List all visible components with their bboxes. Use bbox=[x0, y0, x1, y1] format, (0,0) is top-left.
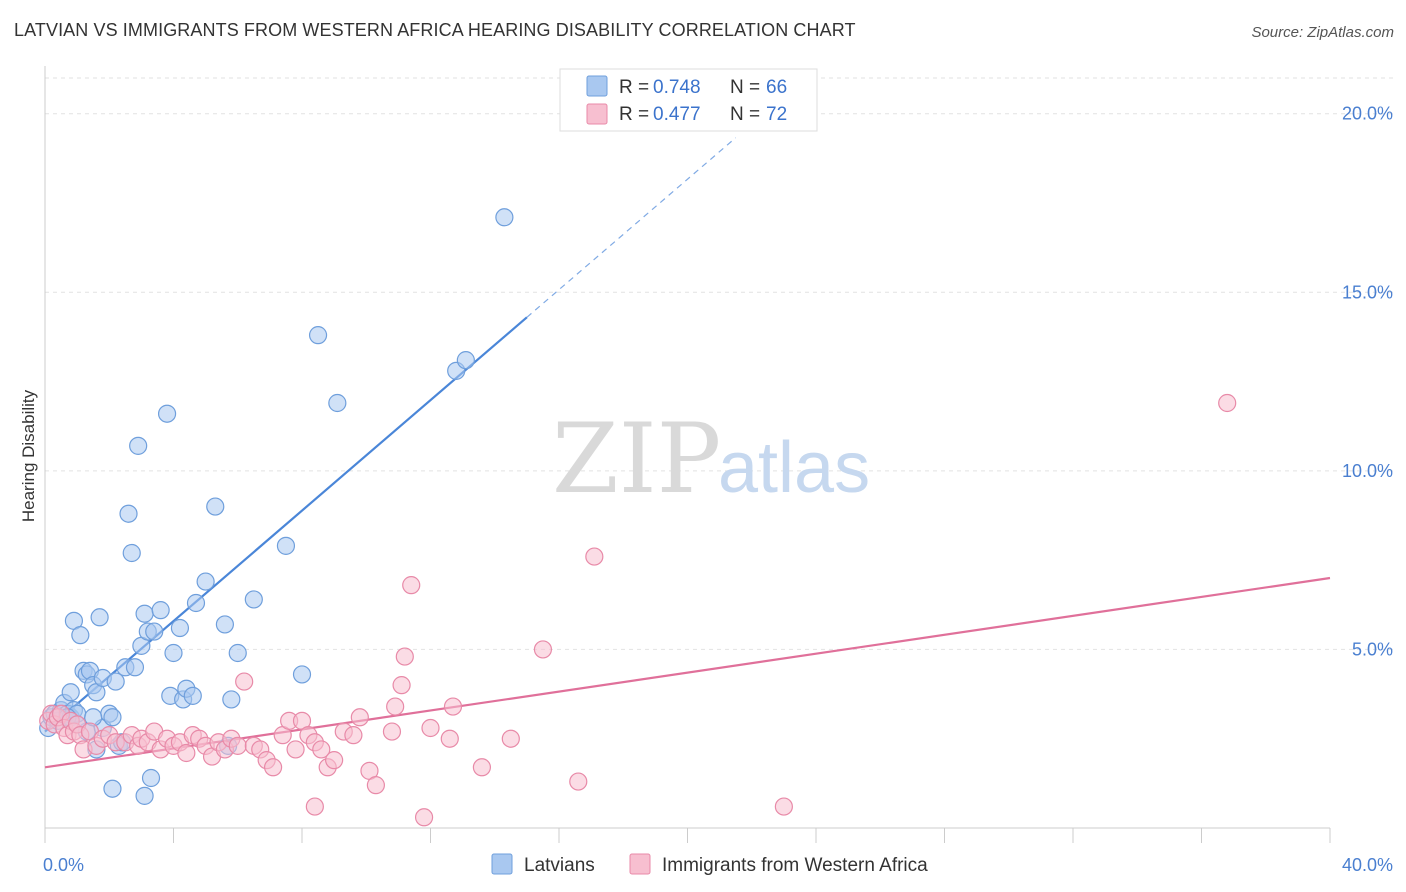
latvians-point bbox=[170, 618, 190, 638]
y-tick-labels: 5.0% 10.0% 15.0% 20.0% bbox=[1342, 104, 1393, 660]
legend-r-label-2: R = bbox=[619, 104, 649, 125]
latvians-point bbox=[244, 590, 263, 609]
latvians-point bbox=[206, 497, 225, 516]
latvians-point bbox=[196, 572, 215, 591]
latvians-point bbox=[135, 604, 154, 623]
latvians-point bbox=[308, 326, 328, 345]
immigrants-point bbox=[392, 676, 411, 695]
immigrants-point bbox=[263, 758, 283, 777]
immigrants-point bbox=[501, 729, 520, 748]
y-tick-label: 10.0% bbox=[1342, 461, 1393, 481]
latvians-point bbox=[141, 768, 161, 788]
legend-swatch-latvians bbox=[586, 75, 608, 97]
immigrants-point bbox=[177, 743, 196, 763]
legend-swatch-immigrants bbox=[586, 103, 608, 125]
legend-r-value-1: 0.748 bbox=[653, 77, 701, 98]
legend-n-label-1: N = bbox=[730, 77, 760, 98]
latvians-point bbox=[328, 393, 347, 413]
latvians-point bbox=[183, 686, 202, 705]
latvians-point bbox=[495, 208, 514, 227]
immigrants-point bbox=[472, 758, 491, 777]
latvians-point bbox=[103, 708, 122, 727]
immigrants-point bbox=[312, 740, 331, 759]
immigrants-point bbox=[443, 697, 463, 716]
legend-n-value-2: 72 bbox=[766, 104, 787, 125]
immigrants-point bbox=[402, 576, 421, 595]
latvians-point bbox=[276, 536, 296, 555]
immigrants-trend-line bbox=[44, 576, 1331, 769]
immigrants-point bbox=[350, 708, 369, 727]
immigrants-point bbox=[569, 772, 588, 791]
immigrants-point bbox=[305, 797, 324, 816]
immigrants-point bbox=[421, 718, 440, 738]
latvians-point bbox=[106, 672, 125, 691]
immigrants-point bbox=[774, 797, 793, 816]
series-legend-swatch-immigrants bbox=[629, 853, 651, 875]
latvians-point bbox=[151, 601, 170, 620]
immigrants-point bbox=[228, 736, 247, 755]
latvians-point bbox=[129, 436, 148, 455]
latvians-point bbox=[90, 608, 109, 627]
latvians-point bbox=[222, 690, 241, 709]
data-points bbox=[39, 208, 1237, 827]
latvians-point bbox=[186, 593, 206, 613]
latvians-point bbox=[71, 626, 90, 645]
latvians-point bbox=[125, 658, 145, 677]
latvians-point bbox=[164, 643, 183, 663]
immigrants-point bbox=[585, 547, 604, 566]
immigrants-point bbox=[366, 776, 385, 795]
watermark-zip: ZIP bbox=[552, 403, 721, 515]
latvians-point bbox=[145, 622, 164, 641]
y-axis-label: Hearing Disability bbox=[19, 389, 38, 522]
x-tick-label-min: 0.0% bbox=[43, 855, 84, 875]
latvians-point bbox=[228, 643, 247, 663]
watermark-atlas: atlas bbox=[718, 428, 870, 508]
immigrants-point bbox=[325, 751, 344, 770]
source-label: Source: ZipAtlas.com bbox=[1251, 24, 1394, 41]
legend-r-label-1: R = bbox=[619, 77, 649, 98]
latvians-point bbox=[215, 615, 234, 634]
latvians-point bbox=[119, 504, 138, 523]
latvians-point bbox=[122, 543, 141, 563]
immigrants-point bbox=[344, 726, 363, 745]
series-legend-immigrants: Immigrants from Western Africa bbox=[662, 855, 928, 876]
latvians-point bbox=[61, 683, 80, 702]
series-legend-latvians: Latvians bbox=[524, 855, 595, 876]
immigrants-point bbox=[286, 740, 305, 759]
latvians-point bbox=[292, 665, 312, 684]
x-tick-label-max: 40.0% bbox=[1342, 855, 1393, 875]
y-tick-label: 15.0% bbox=[1342, 282, 1393, 302]
latvians-trend-extension bbox=[526, 137, 737, 318]
watermark: ZIP atlas bbox=[552, 403, 870, 515]
immigrants-point bbox=[382, 722, 402, 741]
legend-r-value-2: 0.477 bbox=[653, 104, 701, 125]
series-legend: Latvians Immigrants from Western Africa bbox=[491, 853, 928, 876]
latvians-point bbox=[456, 351, 475, 370]
immigrants-point bbox=[235, 672, 254, 691]
y-tick-label: 20.0% bbox=[1342, 104, 1393, 124]
series-legend-swatch-latvians bbox=[491, 853, 513, 875]
stats-legend: R = 0.748 N = 66 R = 0.477 N = 72 bbox=[559, 68, 818, 132]
immigrants-point bbox=[395, 647, 414, 666]
chart-title: LATVIAN VS IMMIGRANTS FROM WESTERN AFRIC… bbox=[14, 20, 856, 40]
immigrants-point bbox=[533, 640, 553, 659]
axes bbox=[44, 66, 1331, 843]
immigrants-point bbox=[386, 697, 405, 716]
legend-n-value-1: 66 bbox=[766, 77, 787, 98]
legend-n-label-2: N = bbox=[730, 104, 760, 125]
grid-lines bbox=[45, 77, 1393, 650]
immigrants-point bbox=[414, 808, 434, 827]
immigrants-point bbox=[440, 729, 459, 748]
y-tick-label: 5.0% bbox=[1352, 639, 1393, 659]
latvians-point bbox=[135, 786, 154, 805]
immigrants-point bbox=[1218, 393, 1237, 413]
latvians-point bbox=[157, 404, 177, 423]
latvians-point bbox=[103, 779, 122, 798]
